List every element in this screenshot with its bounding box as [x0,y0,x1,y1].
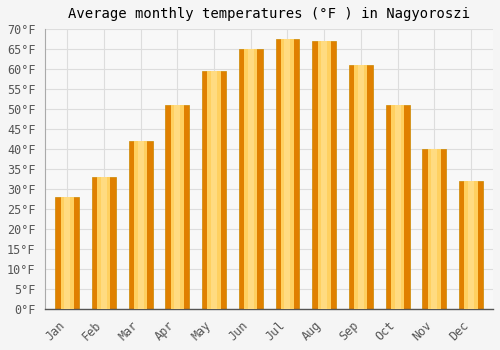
Bar [459,181,483,309]
Bar [98,177,110,309]
Bar [171,105,184,309]
Bar [60,197,74,309]
Bar [422,149,446,309]
Bar [354,65,368,309]
Bar [428,149,441,309]
Bar [394,105,400,309]
Bar [468,181,474,309]
Bar [312,41,336,309]
Bar [138,141,143,309]
Bar [349,65,373,309]
Bar [276,39,299,309]
Bar [174,105,180,309]
Bar [202,71,226,309]
Bar [244,49,258,309]
Bar [248,49,254,309]
Bar [128,141,152,309]
Bar [358,65,364,309]
Bar [101,177,107,309]
Bar [318,41,330,309]
Bar [208,71,220,309]
Bar [166,105,190,309]
Bar [56,197,79,309]
Bar [281,39,294,309]
Bar [464,181,477,309]
Bar [64,197,70,309]
Bar [92,177,116,309]
Bar [391,105,404,309]
Bar [321,41,327,309]
Bar [239,49,262,309]
Bar [211,71,217,309]
Bar [284,39,290,309]
Bar [386,105,409,309]
Title: Average monthly temperatures (°F ) in Nagyoroszi: Average monthly temperatures (°F ) in Na… [68,7,470,21]
Bar [432,149,438,309]
Bar [134,141,147,309]
